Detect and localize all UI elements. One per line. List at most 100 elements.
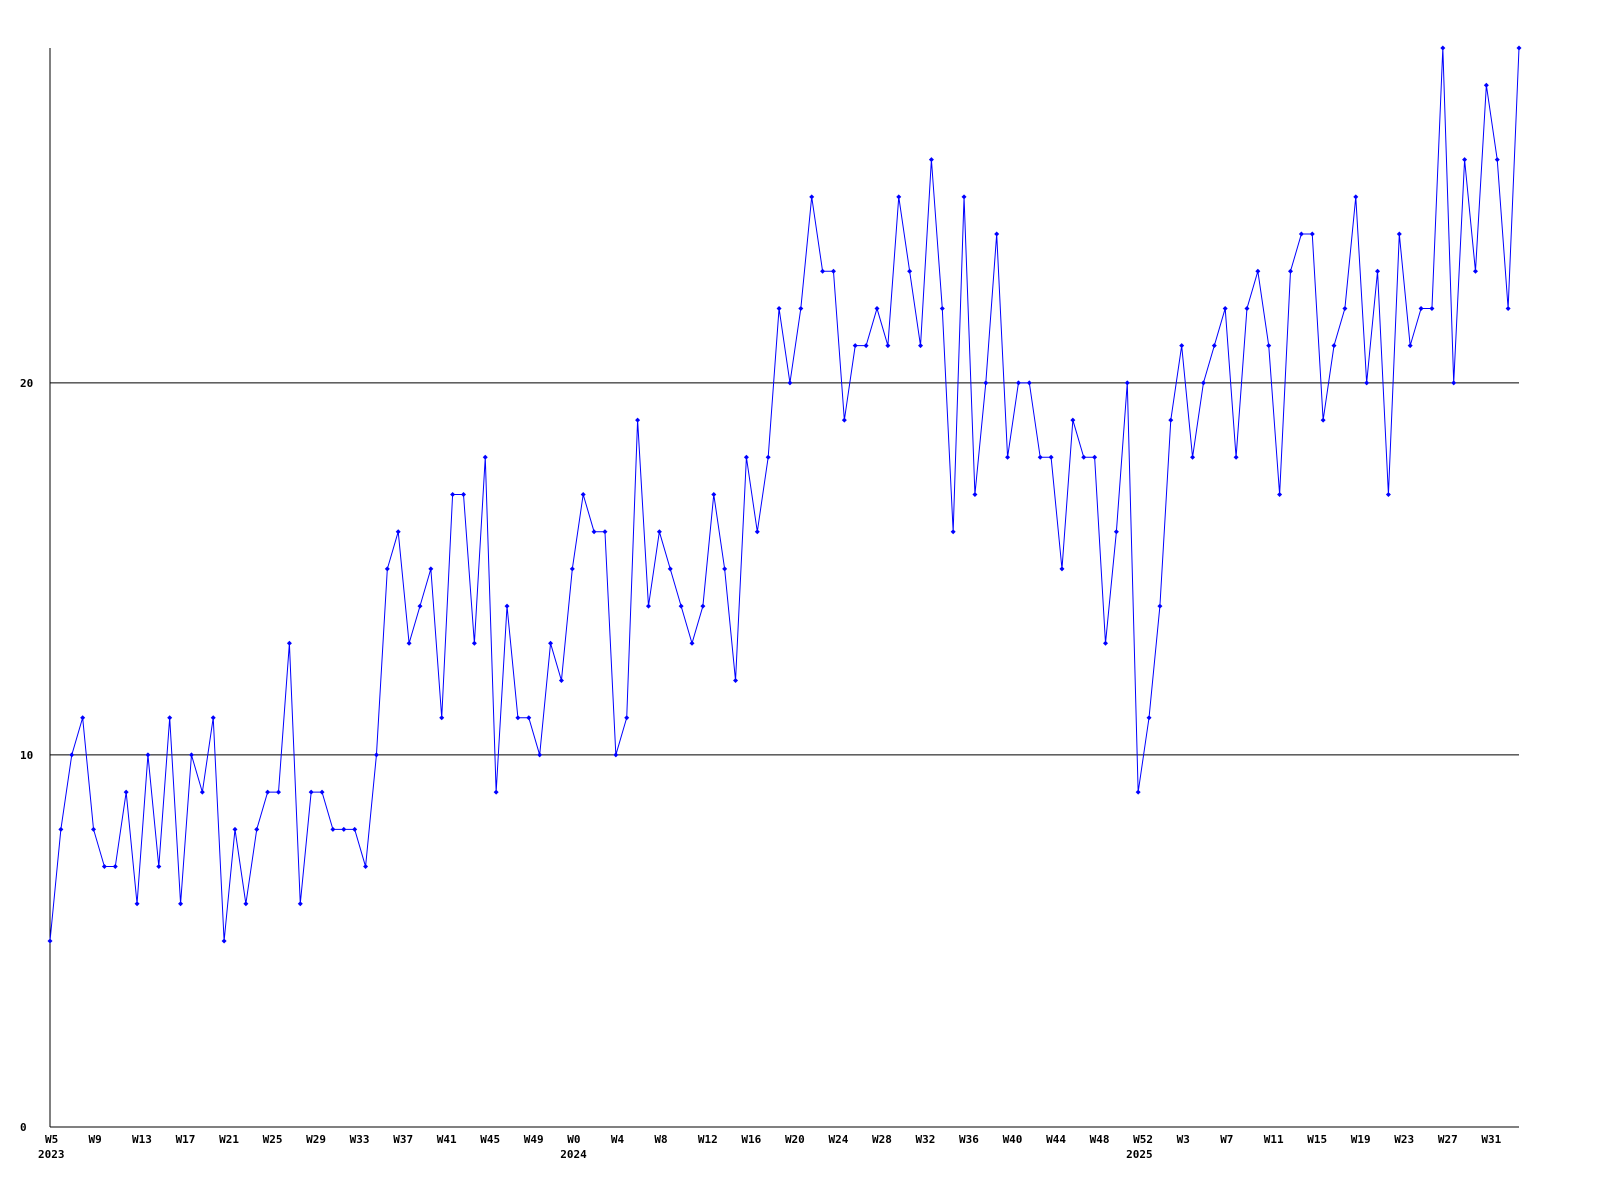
point	[417, 603, 423, 609]
point	[134, 901, 140, 907]
point	[1135, 789, 1141, 795]
point	[188, 752, 194, 758]
x-tick-label: W23	[1394, 1133, 1414, 1146]
x-tick-label: W36	[959, 1133, 979, 1146]
x-tick-label: W17	[176, 1133, 196, 1146]
point	[69, 752, 75, 758]
point	[1005, 454, 1011, 460]
point	[482, 454, 488, 460]
x-tick-label: W0	[567, 1133, 580, 1146]
point	[733, 678, 739, 684]
point	[395, 529, 401, 535]
x-tick-label: W41	[437, 1133, 457, 1146]
point	[91, 826, 97, 832]
point	[1015, 380, 1021, 386]
point	[265, 789, 271, 795]
x-tick-label: W5	[45, 1133, 58, 1146]
x-tick-label: W3	[1177, 1133, 1190, 1146]
x-tick-label: W45	[480, 1133, 500, 1146]
x-tick-label: W4	[611, 1133, 625, 1146]
point	[1146, 715, 1152, 721]
point	[656, 529, 662, 535]
point	[1103, 640, 1109, 646]
line	[49, 47, 1520, 942]
point	[1494, 157, 1500, 163]
point	[1353, 194, 1359, 200]
point	[1483, 82, 1489, 88]
point	[156, 864, 162, 870]
point	[199, 789, 205, 795]
point	[1298, 231, 1304, 237]
point	[221, 938, 227, 944]
point	[624, 715, 630, 721]
point	[1168, 417, 1174, 423]
point	[112, 864, 118, 870]
point	[558, 678, 564, 684]
point	[700, 603, 706, 609]
x-tick-label: W32	[916, 1133, 936, 1146]
point	[286, 640, 292, 646]
point	[678, 603, 684, 609]
point	[1048, 454, 1054, 460]
point	[1266, 343, 1272, 349]
point	[123, 789, 129, 795]
x-tick-label: W7	[1220, 1133, 1233, 1146]
point	[1092, 454, 1098, 460]
point	[537, 752, 543, 758]
point	[1244, 305, 1250, 311]
point	[308, 789, 314, 795]
point	[1190, 454, 1196, 460]
point	[1418, 305, 1424, 311]
point	[1179, 343, 1185, 349]
point	[809, 194, 815, 200]
point	[232, 826, 238, 832]
point	[667, 566, 673, 572]
point	[787, 380, 793, 386]
point	[297, 901, 303, 907]
point	[972, 491, 978, 497]
x-tick-label: W21	[219, 1133, 239, 1146]
point	[493, 789, 499, 795]
point	[961, 194, 967, 200]
point	[1451, 380, 1457, 386]
x-tick-label: W44	[1046, 1133, 1066, 1146]
point	[1396, 231, 1402, 237]
point	[852, 343, 858, 349]
point	[1124, 380, 1130, 386]
point	[1472, 268, 1478, 274]
point	[210, 715, 216, 721]
point	[1037, 454, 1043, 460]
x-tick-label: W19	[1351, 1133, 1371, 1146]
point	[1287, 268, 1293, 274]
x-tick-label: W25	[263, 1133, 283, 1146]
point	[384, 566, 390, 572]
point	[1277, 491, 1283, 497]
point	[602, 529, 608, 535]
x-tick-label: W37	[393, 1133, 413, 1146]
point	[1342, 305, 1348, 311]
point	[1516, 45, 1522, 51]
point	[341, 826, 347, 832]
point	[1462, 157, 1468, 163]
point	[330, 826, 336, 832]
point	[765, 454, 771, 460]
point	[101, 864, 107, 870]
point	[994, 231, 1000, 237]
x-tick-label: W33	[350, 1133, 370, 1146]
point	[450, 491, 456, 497]
point	[471, 640, 477, 646]
point	[1059, 566, 1065, 572]
point	[276, 789, 282, 795]
point	[569, 566, 575, 572]
point	[874, 305, 880, 311]
x-tick-label: W31	[1481, 1133, 1501, 1146]
point	[907, 268, 913, 274]
point	[1157, 603, 1163, 609]
point	[1026, 380, 1032, 386]
point	[983, 380, 989, 386]
point	[591, 529, 597, 535]
point	[722, 566, 728, 572]
point	[1200, 380, 1206, 386]
point	[754, 529, 760, 535]
